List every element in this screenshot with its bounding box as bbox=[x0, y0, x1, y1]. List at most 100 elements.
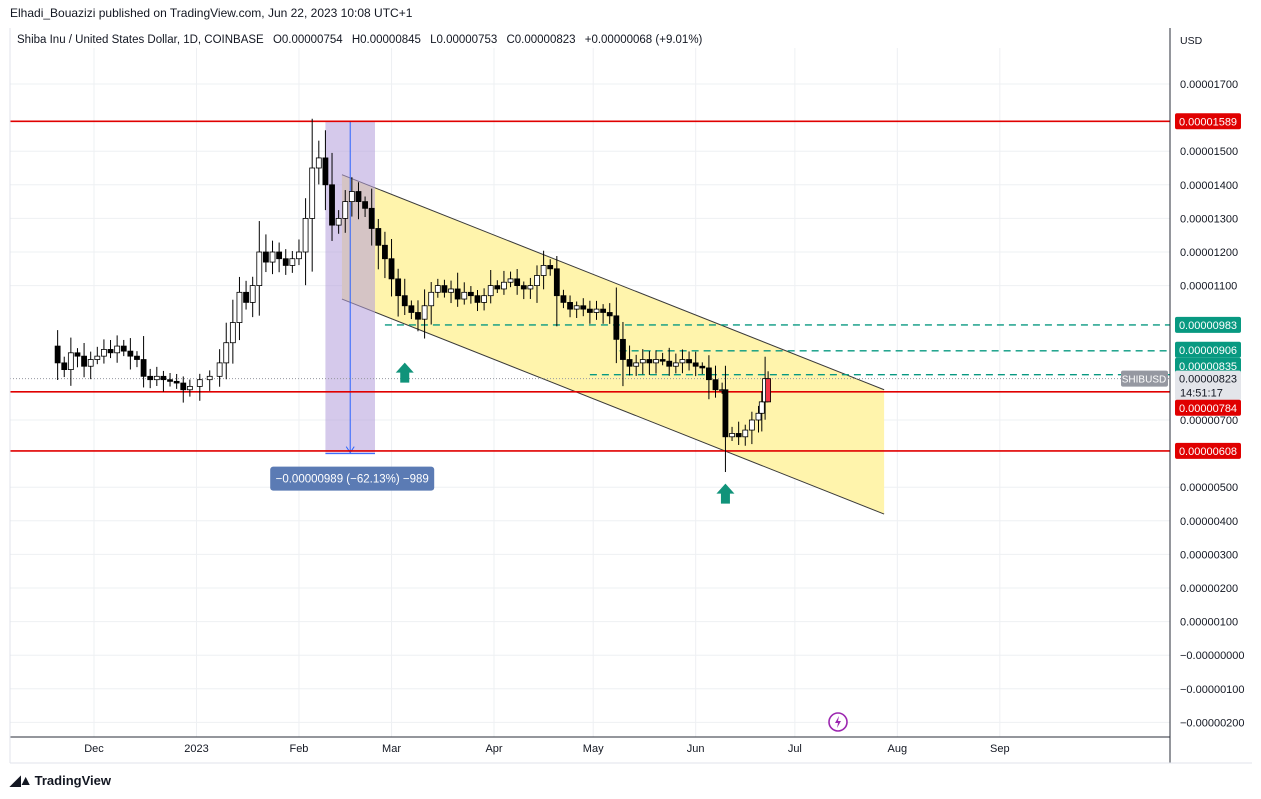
y-tick-label: 0.00001200 bbox=[1180, 247, 1238, 259]
candle-up bbox=[481, 295, 487, 303]
candle-down bbox=[263, 251, 269, 263]
candle-down bbox=[282, 258, 289, 266]
candle-up bbox=[573, 305, 580, 310]
candle-down bbox=[395, 278, 402, 297]
x-tick-label: Sep bbox=[990, 743, 1010, 755]
legend-close: C0.00000823 bbox=[506, 34, 576, 46]
symbol-tag: SHIBUSD bbox=[1122, 375, 1166, 386]
candle-up bbox=[540, 265, 547, 276]
candle-up bbox=[256, 251, 263, 286]
y-tick-label: 0.00001500 bbox=[1180, 146, 1238, 158]
candle-up bbox=[434, 285, 441, 293]
candle-last bbox=[765, 378, 772, 403]
x-tick-label: Aug bbox=[888, 743, 908, 755]
candle-down bbox=[666, 360, 673, 367]
tradingview-logo[interactable]: ◢▲ TradingView bbox=[10, 772, 111, 789]
candle-down bbox=[173, 380, 180, 384]
price-label-835: 0.00000835 bbox=[1179, 361, 1237, 373]
candle-down bbox=[382, 244, 388, 260]
candle-up bbox=[216, 362, 223, 377]
candle-down bbox=[362, 201, 368, 209]
x-tick-label: Dec bbox=[84, 743, 104, 755]
candle-up bbox=[448, 288, 454, 293]
candle-down bbox=[586, 308, 593, 313]
candle-up bbox=[186, 385, 193, 391]
price-label-983: 0.00000983 bbox=[1179, 320, 1237, 332]
candle-up bbox=[206, 375, 213, 381]
candle-up bbox=[755, 412, 762, 421]
y-tick-label: 0.00000300 bbox=[1180, 549, 1238, 561]
support-arrows bbox=[395, 362, 735, 504]
candle-up bbox=[67, 352, 74, 370]
candle-up bbox=[302, 217, 309, 253]
y-tick-label: 0.00001700 bbox=[1180, 79, 1238, 91]
legend-symbol: Shiba Inu / United States Dollar, 1D, CO… bbox=[17, 34, 264, 46]
price-label-835-box bbox=[1175, 357, 1241, 374]
candle-up bbox=[309, 167, 316, 219]
candle-down bbox=[613, 315, 620, 340]
candle-up bbox=[94, 355, 101, 360]
candle-down bbox=[74, 352, 81, 357]
candle-down bbox=[659, 359, 666, 362]
channel-fill bbox=[341, 174, 885, 515]
lightning-bolt-icon bbox=[835, 716, 841, 728]
x-tick-label: Jul bbox=[788, 743, 802, 755]
candle-down bbox=[147, 375, 154, 381]
candle-up bbox=[748, 419, 755, 431]
channel-lower-line bbox=[341, 298, 885, 515]
chart-misc bbox=[828, 712, 848, 732]
candle-down bbox=[54, 345, 61, 364]
legend-low: L0.00000753 bbox=[430, 34, 498, 46]
y-tick-label: 0.00001100 bbox=[1180, 281, 1237, 293]
channel-upper-line bbox=[341, 174, 885, 391]
candle-down bbox=[120, 345, 127, 352]
candle-up bbox=[348, 191, 355, 203]
y-tick-label: −0.00000200 bbox=[1180, 717, 1245, 729]
price-label-983-box bbox=[1175, 316, 1241, 333]
symbol-legend: Shiba Inu / United States Dollar, 1D, CO… bbox=[17, 34, 708, 46]
candle-down bbox=[699, 365, 706, 369]
candle-up bbox=[236, 291, 243, 323]
candle-down bbox=[514, 278, 521, 287]
candle-up bbox=[196, 379, 203, 387]
descending-channel bbox=[341, 174, 885, 515]
candle-down bbox=[134, 355, 140, 360]
candle-down bbox=[180, 382, 187, 391]
candle-up bbox=[507, 278, 514, 283]
candlestick-series bbox=[54, 118, 772, 473]
candle-down bbox=[474, 295, 481, 303]
price-label-906-box bbox=[1175, 341, 1241, 358]
candle-down bbox=[735, 433, 742, 438]
candle-down bbox=[600, 308, 607, 313]
measure-arrow-head bbox=[345, 446, 355, 454]
candle-up bbox=[114, 345, 121, 354]
candle-up bbox=[101, 349, 107, 357]
candle-up bbox=[633, 362, 640, 367]
symbol-tag-box bbox=[1121, 370, 1168, 387]
candle-down bbox=[553, 268, 560, 297]
candle-up bbox=[428, 291, 435, 307]
price-labels: 0.00001589 0.00000983 0.00000906 0.00000835… bbox=[1121, 113, 1241, 459]
candle-down bbox=[560, 295, 567, 303]
candle-up bbox=[742, 429, 749, 438]
horizontal-levels bbox=[10, 120, 1170, 452]
candle-down bbox=[620, 338, 626, 360]
x-tick-label: Feb bbox=[289, 743, 308, 755]
x-tick-label: Apr bbox=[485, 743, 502, 755]
chart-grid bbox=[10, 48, 1170, 737]
candle-down bbox=[441, 285, 448, 293]
candle-down bbox=[322, 157, 329, 186]
candle-down bbox=[368, 207, 375, 229]
candle-down bbox=[722, 389, 729, 438]
legend-high: H0.00000845 bbox=[351, 34, 421, 46]
candle-down bbox=[580, 305, 587, 310]
candle-up bbox=[87, 359, 94, 367]
candle-down bbox=[388, 258, 395, 280]
candle-down bbox=[160, 375, 167, 381]
candle-down bbox=[567, 301, 573, 310]
y-tick-label: 0.00001400 bbox=[1180, 180, 1238, 192]
price-label-906: 0.00000906 bbox=[1179, 345, 1237, 357]
candle-down bbox=[547, 265, 554, 270]
support-arrow-icon bbox=[395, 362, 414, 383]
